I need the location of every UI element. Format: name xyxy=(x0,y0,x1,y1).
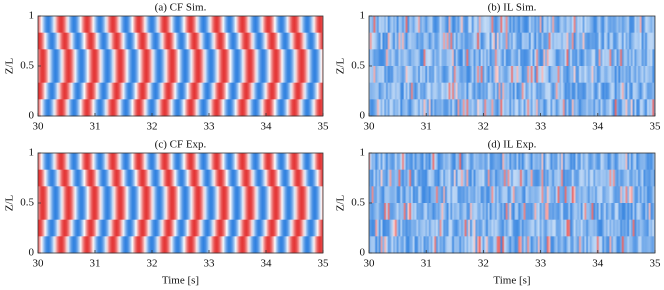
heatmap-band xyxy=(369,203,655,221)
x-tick-label: 32 xyxy=(478,121,489,133)
x-tick-label: 34 xyxy=(261,258,273,270)
heatmap-band xyxy=(369,236,655,254)
y-tick-label: 0 xyxy=(29,247,35,259)
x-tick-label: 34 xyxy=(261,121,273,133)
heatmap-band xyxy=(38,49,323,67)
x-tick-label: 33 xyxy=(204,258,216,270)
x-tick-label: 31 xyxy=(421,258,432,270)
heatmap-band xyxy=(369,82,655,100)
x-tick-label: 33 xyxy=(535,258,547,270)
heatmap-band xyxy=(38,16,323,34)
heatmap-band xyxy=(369,49,655,67)
y-tick-label: 1 xyxy=(360,147,366,159)
heatmap-band xyxy=(38,203,323,221)
heatmap-band xyxy=(38,169,323,187)
heatmap-band xyxy=(38,32,323,50)
y-axis-label: Z/L xyxy=(4,194,16,211)
panel-title: (b) IL Sim. xyxy=(488,2,537,14)
heatmap-band xyxy=(38,219,323,237)
y-tick-label: 0.5 xyxy=(351,197,365,209)
x-tick-label: 30 xyxy=(33,258,45,270)
x-tick-label: 30 xyxy=(33,121,45,133)
heatmap-band xyxy=(369,32,655,50)
x-tick-label: 31 xyxy=(421,121,432,133)
heatmap-band xyxy=(369,66,655,84)
y-axis-label: Z/L xyxy=(335,57,347,74)
x-tick-label: 32 xyxy=(147,258,158,270)
panel-title: (c) CF Exp. xyxy=(155,139,207,151)
y-tick-label: 0 xyxy=(29,110,35,122)
x-tick-label: 30 xyxy=(364,258,376,270)
y-tick-label: 0 xyxy=(360,247,366,259)
x-axis-label: Time [s] xyxy=(162,275,199,287)
y-tick-label: 1 xyxy=(29,147,35,159)
y-tick-label: 0.5 xyxy=(20,60,34,72)
x-tick-label: 33 xyxy=(535,121,547,133)
x-tick-label: 31 xyxy=(90,121,101,133)
y-axis-label: Z/L xyxy=(4,57,16,74)
x-tick-label: 34 xyxy=(592,121,604,133)
heatmap-band xyxy=(38,99,323,117)
x-tick-label: 30 xyxy=(364,121,376,133)
heatmap-band xyxy=(369,16,655,34)
heatmap-band xyxy=(369,169,655,187)
x-tick-label: 34 xyxy=(592,258,604,270)
y-tick-label: 1 xyxy=(29,10,35,22)
heatmap-band xyxy=(369,99,655,117)
x-tick-label: 35 xyxy=(650,121,662,133)
heatmap-band xyxy=(369,153,655,171)
heatmap-band xyxy=(38,82,323,100)
y-tick-label: 1 xyxy=(360,10,366,22)
panel-title: (a) CF Sim. xyxy=(155,2,207,14)
x-tick-label: 32 xyxy=(147,121,158,133)
x-tick-label: 35 xyxy=(318,121,330,133)
y-axis-label: Z/L xyxy=(335,194,347,211)
panel-title: (d) IL Exp. xyxy=(488,139,537,151)
x-axis-label: Time [s] xyxy=(493,275,530,287)
heatmap-band xyxy=(38,186,323,204)
y-tick-label: 0.5 xyxy=(351,60,365,72)
heatmap-band xyxy=(369,186,655,204)
x-tick-label: 31 xyxy=(90,258,101,270)
y-tick-label: 0 xyxy=(360,110,366,122)
heatmap-band xyxy=(38,66,323,84)
x-tick-label: 35 xyxy=(318,258,330,270)
heatmap-band xyxy=(38,153,323,171)
heatmap-band xyxy=(38,236,323,254)
x-tick-label: 35 xyxy=(650,258,662,270)
x-tick-label: 32 xyxy=(478,258,489,270)
heatmap-band xyxy=(369,219,655,237)
y-tick-label: 0.5 xyxy=(20,197,34,209)
x-tick-label: 33 xyxy=(204,121,216,133)
